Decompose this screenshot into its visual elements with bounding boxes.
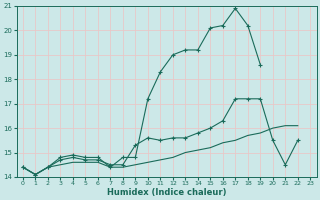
X-axis label: Humidex (Indice chaleur): Humidex (Indice chaleur)	[107, 188, 226, 197]
